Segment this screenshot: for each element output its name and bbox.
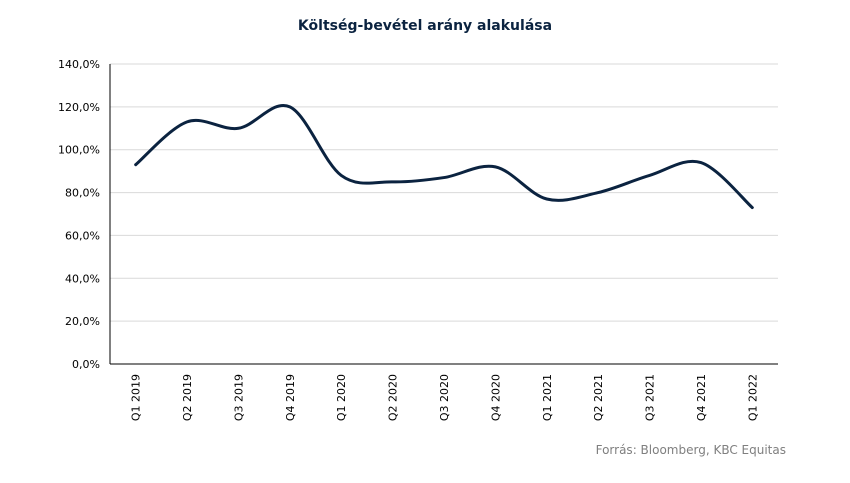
- data-point: [699, 161, 702, 164]
- x-tick-label: Q4 2019: [284, 374, 297, 421]
- x-tick-label: Q3 2019: [232, 374, 245, 421]
- y-tick-label: 40,0%: [65, 272, 100, 285]
- data-point: [597, 191, 600, 194]
- x-tick-label: Q2 2021: [592, 374, 605, 421]
- x-tick-label: Q1 2022: [746, 374, 759, 421]
- x-tick-label: Q1 2020: [335, 374, 348, 421]
- x-tick-label: Q4 2021: [695, 374, 708, 421]
- y-tick-label: 120,0%: [58, 101, 100, 114]
- data-point: [391, 180, 394, 183]
- data-point: [288, 105, 291, 108]
- x-axis-tick-labels: Q1 2019 Q2 2019 Q3 2019 Q4 2019 Q1 2020 Q2 20…: [130, 374, 760, 421]
- y-tick-label: 140,0%: [58, 58, 100, 71]
- y-tick-label: 0,0%: [72, 358, 100, 371]
- y-tick-label: 80,0%: [65, 187, 100, 200]
- source-note: Forrás: Bloomberg, KBC Equitas: [595, 443, 786, 457]
- axes: [109, 64, 778, 365]
- y-axis-tick-labels: 0,0% 20,0% 40,0% 60,0% 80,0% 100,0% 120,0% 140,…: [58, 58, 100, 371]
- data-point: [134, 163, 137, 166]
- y-tick-label: 60,0%: [65, 229, 100, 242]
- x-tick-label: Q4 2020: [489, 374, 502, 421]
- series-layer: [134, 103, 754, 210]
- y-tick-label: 100,0%: [58, 144, 100, 157]
- data-point: [186, 120, 189, 123]
- x-tick-label: Q1 2021: [541, 374, 554, 421]
- data-point: [648, 174, 651, 177]
- data-point: [443, 176, 446, 179]
- series-line: [134, 103, 754, 210]
- x-tick-label: Q2 2020: [387, 374, 400, 421]
- x-tick-label: Q3 2021: [644, 374, 657, 421]
- gridlines: [110, 63, 778, 322]
- chart-title: Költség-bevétel arány alakulása: [297, 18, 553, 34]
- data-point: [340, 174, 343, 177]
- data-point: [545, 198, 548, 201]
- data-point: [237, 127, 240, 130]
- y-tick-label: 20,0%: [65, 315, 100, 328]
- data-point: [494, 165, 497, 168]
- data-point: [751, 206, 754, 209]
- x-tick-label: Q2 2019: [181, 374, 194, 421]
- x-tick-label: Q3 2020: [438, 374, 451, 421]
- x-tick-label: Q1 2019: [130, 374, 143, 421]
